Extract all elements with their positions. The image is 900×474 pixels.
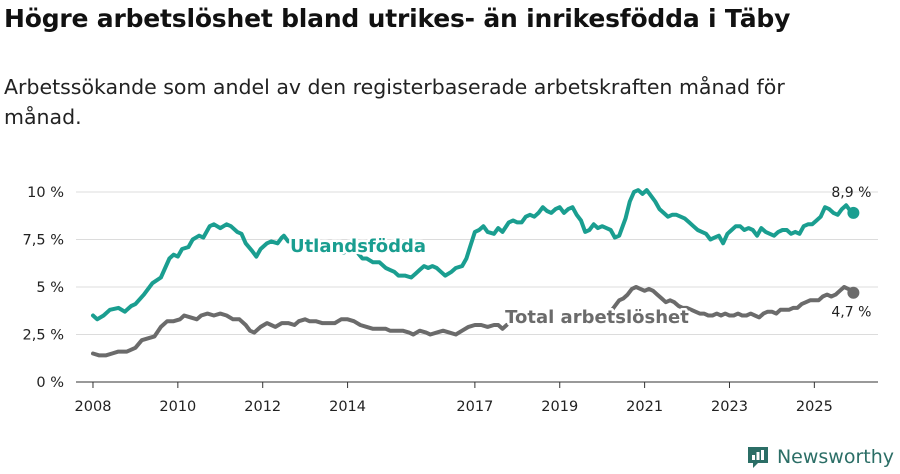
end-point-marker: [847, 286, 860, 299]
axes: 0 % 2,5 % 5 % 7,5 % 10 % 2008 2010 2012 2014 2017…: [23, 185, 878, 415]
chart-subtitle: Arbetssökande som andel av den registerb…: [4, 75, 785, 129]
y-tick-label: 10 %: [27, 185, 64, 201]
end-value-label: 8,9 %: [831, 185, 871, 201]
y-tick-label: 7,5 %: [23, 233, 64, 249]
gridlines: [76, 191, 878, 335]
x-tick-label: 2019: [541, 399, 578, 415]
x-tick-label: 2012: [244, 399, 281, 415]
brand-name: Newsworthy: [776, 446, 894, 468]
chart-title: Högre arbetslöshet bland utrikes- än inr…: [4, 4, 791, 33]
y-tick-label: 5 %: [36, 280, 64, 296]
labels: Utlandsfödda Total arbetslöshet 8,9 % 4,7 %: [287, 185, 871, 331]
series-line-utlandsfodda: [341, 188, 856, 280]
end-point-marker: [847, 206, 860, 219]
series-line-total: [608, 285, 856, 320]
x-tick-label: 2010: [159, 399, 196, 415]
x-tick-label: 2021: [626, 399, 663, 415]
newsworthy-logo: Newsworthy: [745, 444, 894, 470]
series-label-total: Total arbetslöshet: [505, 307, 689, 328]
newsworthy-logo-icon: [747, 447, 768, 468]
y-tick-label: 0 %: [36, 375, 64, 391]
y-tick-label: 2,5 %: [23, 328, 64, 344]
end-value-label: 4,7 %: [831, 305, 871, 321]
x-tick-label: 2014: [329, 399, 366, 415]
x-tick-label: 2025: [796, 399, 833, 415]
series-lines: [91, 188, 860, 358]
x-tick-label: 2023: [711, 399, 748, 415]
x-tick-label: 2008: [75, 399, 112, 415]
x-tick-label: 2017: [456, 399, 493, 415]
series-line-utlandsfodda: [91, 222, 295, 322]
series-line-total: [91, 311, 509, 358]
series-label-utlandsfodda: Utlandsfödda: [290, 236, 426, 257]
